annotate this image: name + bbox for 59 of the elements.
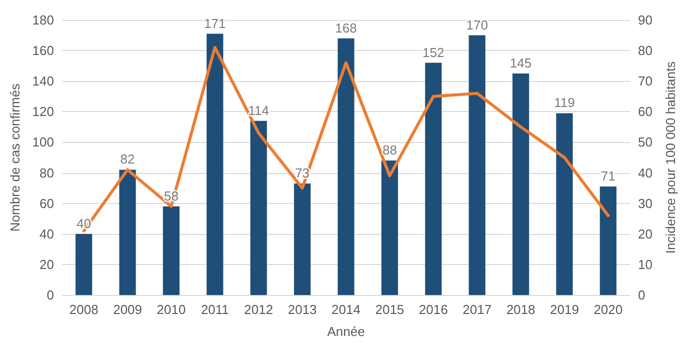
- bar: [162, 206, 180, 295]
- x-tick-label: 2020: [594, 302, 623, 317]
- data-label: 114: [248, 102, 269, 118]
- y-tick-label: 80: [40, 165, 54, 180]
- x-tick-label: 2017: [462, 302, 492, 317]
- x-tick-label: 2010: [156, 302, 186, 317]
- bar: [206, 34, 224, 295]
- data-label: 88: [382, 142, 397, 158]
- y-tick-label: 0: [46, 288, 54, 302]
- y2-tick-label: 70: [638, 74, 652, 89]
- y-tick-label: 160: [32, 43, 54, 58]
- data-label: 170: [466, 17, 488, 32]
- x-tick-label: 2013: [288, 302, 317, 317]
- x-tick-label: 2011: [200, 302, 229, 317]
- bar: [119, 170, 136, 295]
- y2-tick-label: 40: [638, 165, 652, 180]
- x-tick-label: 2016: [418, 302, 448, 317]
- bar: [600, 186, 616, 295]
- y2-tick-label: 80: [638, 43, 652, 58]
- bar: [250, 120, 267, 295]
- x-tick-label: 2018: [506, 302, 536, 317]
- bar: [76, 234, 92, 295]
- y2-tick-label: 50: [638, 134, 652, 150]
- y-tick-label: 20: [40, 256, 54, 272]
- y2-tick-label: 30: [638, 196, 652, 211]
- x-tick-label: 2012: [244, 302, 274, 317]
- bar: [468, 35, 486, 295]
- y-tick-label: 140: [32, 74, 54, 89]
- data-label: 171: [204, 16, 226, 31]
- x-tick-label: 2009: [113, 302, 142, 317]
- y2-tick-label: 10: [638, 256, 652, 272]
- bar: [381, 160, 398, 295]
- x-axis-title: Année: [327, 324, 365, 339]
- y2-tick-label: 20: [638, 226, 652, 242]
- data-label: 119: [554, 95, 575, 110]
- y-axis-title: Nombre de cas confirmés: [7, 82, 22, 232]
- y-tick-label: 100: [32, 134, 54, 150]
- y2-tick-label: 0: [638, 288, 646, 302]
- data-label: 152: [422, 44, 444, 60]
- data-label: 168: [335, 20, 357, 36]
- y-tick-label: 120: [32, 104, 54, 120]
- y2-axis-title: Incidence pour 100 000 habitants: [663, 60, 678, 254]
- bar: [425, 62, 442, 295]
- y-tick-label: 40: [40, 226, 54, 242]
- y2-tick-label: 90: [638, 12, 652, 28]
- bar: [338, 38, 354, 295]
- data-label: 145: [510, 55, 532, 70]
- x-tick-label: 2014: [332, 302, 360, 317]
- bar: [512, 73, 530, 295]
- x-tick-label: 2015: [375, 302, 404, 317]
- y-tick-label: 180: [32, 12, 54, 28]
- data-label: 71: [600, 168, 616, 184]
- data-label: 82: [120, 152, 135, 167]
- x-tick-label: 2008: [69, 302, 98, 317]
- y-tick-label: 60: [40, 196, 54, 211]
- bar: [294, 183, 311, 295]
- bar: [556, 113, 573, 295]
- y2-tick-label: 60: [638, 104, 652, 120]
- x-tick-label: 2019: [550, 302, 579, 317]
